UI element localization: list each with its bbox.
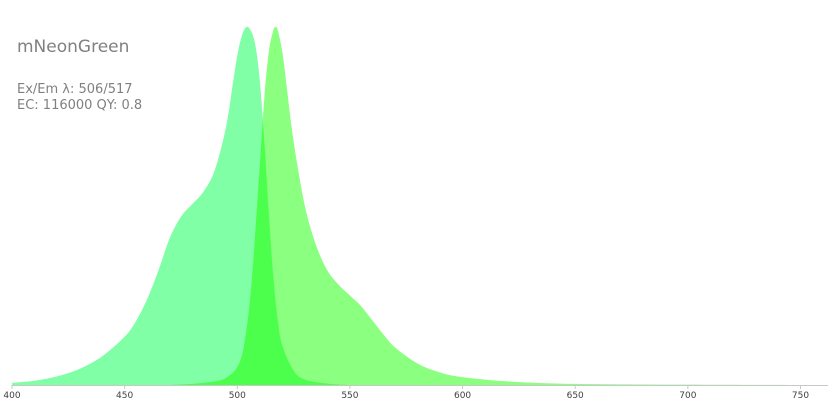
x-tick-label: 750 [792,391,809,401]
x-tick-label: 550 [341,391,358,401]
emission-spectrum-area [169,26,805,385]
chart-title: mNeonGreen [17,37,129,57]
x-tick-label: 500 [229,391,246,401]
x-tick-label: 450 [116,391,133,401]
spectrum-overlap-area [169,26,350,385]
spectrum-areas [12,26,805,386]
extinction-quantum-yield-info: EC: 116000 QY: 0.8 [17,98,142,113]
x-tick-label: 700 [679,391,696,401]
x-tick-label: 400 [3,391,20,401]
excitation-emission-info: Ex/Em λ: 506/517 [17,82,133,97]
x-tick-label: 600 [454,391,471,401]
x-tick-label: 650 [567,391,584,401]
x-axis-ticks: 400 450 500 550 600 650 700 750 [3,385,809,401]
